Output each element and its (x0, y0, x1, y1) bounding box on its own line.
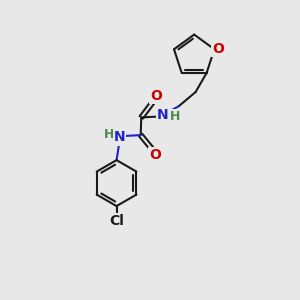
Text: O: O (150, 88, 162, 103)
Text: N: N (114, 130, 125, 145)
Text: O: O (212, 42, 224, 56)
Text: N: N (157, 108, 168, 122)
Text: Cl: Cl (109, 214, 124, 228)
Text: H: H (170, 110, 180, 123)
Text: H: H (104, 128, 114, 141)
Text: O: O (149, 148, 161, 162)
